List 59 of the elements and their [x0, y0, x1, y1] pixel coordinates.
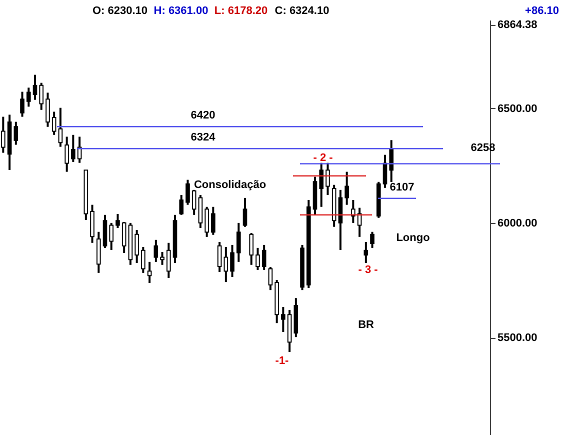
candlestick — [268, 266, 273, 292]
candlestick — [160, 251, 164, 266]
annotation: - 2 - — [313, 152, 334, 164]
candlestick — [32, 74, 38, 101]
candlestick — [256, 246, 260, 271]
candlestick — [204, 206, 209, 238]
candlestick — [58, 106, 63, 148]
candlestick — [281, 306, 286, 334]
text: C: 6324.10 — [274, 5, 330, 17]
y-tick-label: 5500.00 — [498, 332, 538, 344]
annotation: - 3 - — [358, 264, 378, 276]
candlestick — [71, 134, 76, 163]
candlestick — [20, 90, 24, 118]
annotation: -1- — [275, 355, 290, 367]
candlestick — [351, 198, 356, 224]
candlestick — [64, 136, 69, 173]
candlestick — [147, 260, 152, 284]
candlestick — [224, 246, 228, 284]
candlestick — [122, 220, 126, 254]
candlestick — [326, 162, 330, 196]
candlestick — [230, 244, 234, 278]
candlestick — [236, 222, 241, 263]
candlestick — [14, 120, 18, 146]
ref-line-label: 6420 — [190, 110, 216, 122]
candlestick — [249, 232, 254, 266]
candlestick — [319, 162, 324, 208]
candlestick — [217, 240, 222, 273]
candlestick — [166, 242, 171, 279]
candlestick — [52, 110, 56, 136]
annotation: Longo — [396, 232, 430, 244]
text: H: 6361.00 — [154, 5, 208, 17]
candlestick — [344, 170, 349, 206]
candlestick — [242, 196, 248, 228]
candlestick — [154, 238, 158, 263]
text: +86.10 — [525, 5, 559, 17]
candlestick — [192, 188, 196, 216]
candlestick — [364, 240, 368, 264]
candlestick — [370, 230, 374, 249]
candlestick — [141, 246, 146, 274]
annotation: Consolidação — [194, 179, 266, 191]
candlestick — [262, 244, 266, 271]
candlestick — [109, 222, 114, 251]
candlestick — [389, 139, 394, 184]
candlestick — [39, 82, 44, 111]
ref-line-label: 6324 — [190, 132, 216, 144]
text: L: 6178.20 — [214, 5, 268, 17]
candlestick — [211, 206, 216, 236]
ref-line-label: 6107 — [390, 181, 414, 194]
y-tick-label: 6500.00 — [498, 102, 538, 115]
annotation: BR — [358, 319, 374, 331]
candlestick — [116, 212, 120, 229]
y-tick-label: 6000.00 — [498, 217, 538, 230]
candlestick — [134, 229, 139, 264]
candlestick — [186, 178, 190, 206]
candlestick — [179, 194, 184, 216]
text: O: 6230.10 — [92, 5, 148, 17]
candlestick — [26, 86, 31, 108]
candlestick — [46, 92, 50, 128]
y-tick-label: 6864.38 — [498, 19, 538, 32]
